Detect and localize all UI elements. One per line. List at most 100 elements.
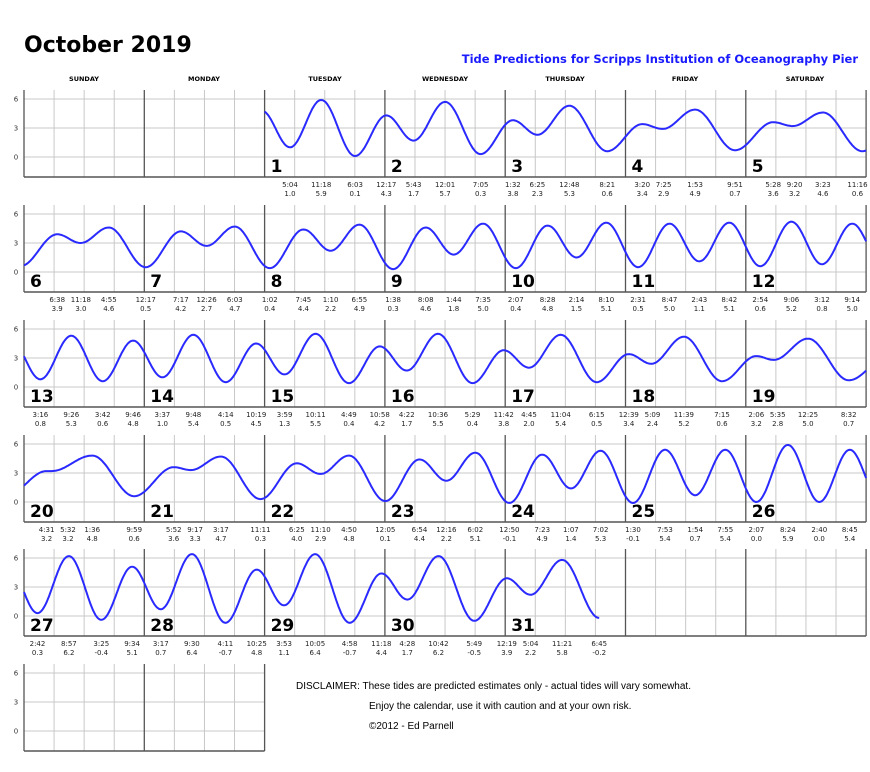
tide-curve [23, 220, 867, 271]
tide-height-label: 4.6 [817, 190, 829, 198]
tide-time-label: 7:45 [296, 296, 312, 304]
tide-height-label: 6.2 [433, 649, 444, 657]
day-number: 16 [391, 387, 415, 407]
tide-time-label: 9:20 [787, 181, 803, 189]
tide-time-label: 6:15 [589, 411, 605, 419]
day-number: 21 [150, 502, 174, 522]
tide-time-label: 12:17 [376, 181, 396, 189]
day-number: 23 [391, 502, 415, 522]
day-number: 2 [391, 157, 403, 177]
tide-height-label: 3.9 [501, 649, 512, 657]
tide-height-label: 0.1 [380, 535, 391, 543]
tide-height-label: -0.1 [503, 535, 517, 543]
tide-time-label: 12:16 [436, 526, 457, 534]
y-axis-tick-label: 6 [14, 95, 19, 103]
tide-height-label: 3.2 [789, 190, 800, 198]
tide-height-label: 4.2 [175, 305, 186, 313]
tide-time-label: 12:50 [499, 526, 519, 534]
tide-height-label: 4.4 [298, 305, 310, 313]
tide-height-label: 2.9 [315, 535, 326, 543]
weekday-header-saturday: SATURDAY [785, 75, 825, 83]
tide-height-label: 5.0 [664, 305, 675, 313]
weekday-header-monday: MONDAY [188, 75, 220, 83]
tide-time-label: 2:40 [811, 526, 827, 534]
tide-height-label: 4.3 [381, 190, 392, 198]
y-axis-tick-label: 3 [14, 354, 18, 362]
day-number: 26 [752, 502, 776, 522]
tide-time-label: 6:03 [227, 296, 243, 304]
copyright-line: ©2012 - Ed Parnell [369, 721, 454, 732]
tide-height-label: 0.5 [591, 420, 602, 428]
tide-time-label: 3:42 [95, 411, 111, 419]
day-number: 29 [271, 616, 295, 636]
tide-height-label: 5.7 [440, 190, 451, 198]
tide-curve [23, 553, 600, 624]
tide-time-label: 7:23 [534, 526, 550, 534]
weekday-header-wednesday: WEDNESDAY [421, 75, 469, 83]
tide-time-label: 2:54 [752, 296, 768, 304]
tide-height-label: 0.5 [633, 305, 644, 313]
y-axis-tick-label: 0 [14, 154, 18, 162]
tide-height-label: 0.6 [755, 305, 767, 313]
tide-time-label: 2:07 [508, 296, 524, 304]
y-axis-tick-label: 6 [14, 554, 19, 562]
day-number: 6 [30, 272, 42, 292]
tide-height-label: 0.6 [716, 420, 728, 428]
y-axis-tick-label: 3 [14, 698, 18, 706]
day-number: 18 [632, 387, 656, 407]
tide-height-label: 2.8 [772, 420, 783, 428]
tide-height-label: 1.7 [408, 190, 419, 198]
day-number: 31 [511, 616, 535, 636]
tide-time-label: 7:55 [717, 526, 733, 534]
y-axis-tick-label: 0 [14, 499, 18, 507]
tide-time-label: 5:32 [60, 526, 76, 534]
tide-time-label: 7:17 [173, 296, 189, 304]
tide-time-label: 6:54 [412, 526, 428, 534]
tide-height-label: 4.4 [414, 535, 426, 543]
tide-time-label: 5:04 [282, 181, 298, 189]
tide-time-label: 4:45 [521, 411, 537, 419]
tide-time-label: 2:31 [630, 296, 646, 304]
tide-time-label: 11:21 [552, 640, 572, 648]
tide-time-label: 7:15 [714, 411, 730, 419]
tide-height-label: 0.6 [97, 420, 109, 428]
tide-height-label: 4.6 [420, 305, 432, 313]
tide-height-label: -0.1 [626, 535, 640, 543]
tide-time-label: 5:43 [406, 181, 422, 189]
tide-time-label: 5:52 [166, 526, 182, 534]
day-number: 15 [271, 387, 295, 407]
tide-height-label: 1.7 [402, 649, 413, 657]
tide-height-label: 4.8 [251, 649, 262, 657]
y-axis-tick-label: 6 [14, 440, 19, 448]
tide-height-label: 5.2 [786, 305, 797, 313]
day-number: 9 [391, 272, 403, 292]
tide-time-label: 11:42 [494, 411, 514, 419]
tide-height-label: 1.3 [279, 420, 290, 428]
tide-time-label: 1:53 [687, 181, 703, 189]
tide-height-label: -0.2 [592, 649, 606, 657]
tide-height-label: 6.4 [310, 649, 322, 657]
tide-time-label: 11:39 [674, 411, 694, 419]
tide-height-label: 5.2 [678, 420, 689, 428]
day-number: 19 [752, 387, 776, 407]
tide-height-label: 5.1 [601, 305, 612, 313]
day-number: 28 [150, 616, 174, 636]
y-axis-tick-label: 0 [14, 613, 18, 621]
tide-height-label: -0.7 [343, 649, 357, 657]
tide-time-label: 1:07 [563, 526, 579, 534]
day-number: 10 [511, 272, 535, 292]
y-axis-tick-label: 0 [14, 269, 18, 277]
tide-height-label: 3.2 [41, 535, 52, 543]
day-number: 5 [752, 157, 764, 177]
tide-time-label: 10:36 [428, 411, 449, 419]
tide-height-label: 3.2 [62, 535, 73, 543]
tide-height-label: 4.7 [215, 535, 226, 543]
tide-time-label: 11:10 [311, 526, 331, 534]
tide-height-label: 2.9 [658, 190, 669, 198]
tide-time-label: 12:05 [375, 526, 395, 534]
y-axis-tick-label: 6 [14, 210, 19, 218]
y-axis-tick-label: 0 [14, 384, 18, 392]
tide-time-label: 8:10 [598, 296, 614, 304]
y-axis-tick-label: 6 [14, 669, 19, 677]
tide-time-label: 12:17 [136, 296, 156, 304]
